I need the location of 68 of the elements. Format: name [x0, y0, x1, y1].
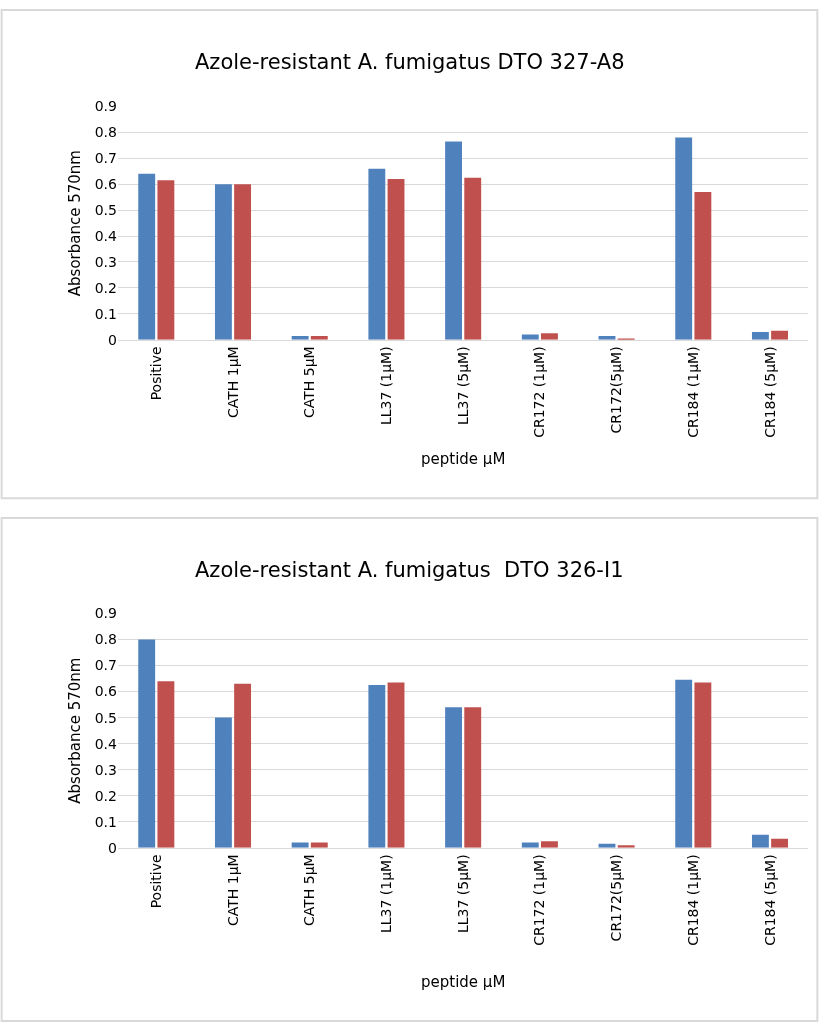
bar	[751, 331, 769, 340]
x-tick-label: LL37 (1µM)	[377, 346, 394, 426]
y-tick-label: 0.8	[94, 124, 117, 141]
bar	[751, 834, 769, 848]
bar	[387, 179, 405, 340]
x-tick-label: Positive	[147, 346, 164, 401]
bar	[214, 184, 232, 340]
x-tick-label: CATH 5µM	[301, 854, 318, 927]
y-tick-label: 0.1	[94, 813, 117, 830]
x-tick-label: CATH 1µM	[224, 854, 241, 927]
bar	[234, 683, 252, 848]
chart-title: Azole-resistant A. fumigatus DTO 326-I1	[195, 558, 624, 582]
x-tick-label: CR172 (1µM)	[531, 854, 548, 946]
bar	[694, 192, 712, 340]
bar	[387, 682, 405, 848]
y-tick-label: 0.6	[94, 683, 118, 700]
x-tick-label: Positive	[147, 854, 164, 909]
bar	[445, 707, 462, 848]
x-tick-label: CR172(5µM)	[608, 346, 625, 434]
bar	[138, 173, 156, 340]
bar	[541, 841, 558, 848]
y-axis-title: Absorbance 570nm	[65, 150, 84, 297]
bar	[368, 685, 386, 848]
y-tick-label: 0.1	[94, 305, 117, 322]
y-tick-label: 0.6	[94, 176, 118, 193]
x-tick-label: CATH 1µM	[224, 346, 241, 419]
bar	[234, 184, 252, 340]
bar	[445, 141, 462, 340]
y-axis-title: Absorbance 570nm	[65, 657, 84, 804]
x-tick-label: LL37 (5µM)	[454, 346, 471, 426]
y-tick-label: 0.5	[94, 202, 117, 219]
x-axis-title: peptide µM	[421, 450, 506, 468]
bar	[138, 639, 156, 848]
y-tick-label: 0	[108, 331, 117, 348]
y-tick-label: 0.9	[94, 98, 117, 115]
x-tick-label: CR172 (1µM)	[531, 346, 548, 438]
y-tick-label: 0.4	[94, 735, 118, 752]
x-tick-label: CATH 5µM	[301, 346, 318, 419]
bar	[464, 177, 482, 340]
bar	[675, 137, 693, 340]
bar	[541, 333, 558, 340]
y-tick-label: 0.7	[94, 150, 117, 167]
x-axis-title: peptide µM	[421, 973, 506, 991]
x-tick-label: CR184 (1µM)	[684, 854, 701, 946]
y-tick-label: 0.4	[94, 227, 118, 244]
bar	[675, 679, 693, 848]
y-tick-label: 0.9	[94, 605, 117, 622]
y-tick-label: 0.2	[94, 787, 117, 804]
bar	[214, 717, 232, 848]
x-tick-label: LL37 (5µM)	[454, 854, 471, 934]
bar	[694, 682, 712, 848]
chart-title: Azole-resistant A. fumigatus DTO 327-A8	[195, 50, 625, 74]
bar	[368, 168, 386, 340]
x-tick-label: LL37 (1µM)	[377, 854, 394, 934]
x-tick-label: CR172(5µM)	[608, 854, 625, 942]
y-tick-label: 0.8	[94, 631, 117, 648]
y-tick-label: 0.3	[94, 761, 117, 778]
x-tick-label: CR184 (5µM)	[761, 346, 778, 438]
x-tick-label: CR184 (5µM)	[761, 854, 778, 946]
y-tick-label: 0.7	[94, 657, 117, 674]
bar	[464, 707, 482, 848]
y-tick-label: 0.3	[94, 253, 117, 270]
bar	[157, 681, 175, 848]
y-tick-label: 0.2	[94, 279, 117, 296]
y-tick-label: 0	[108, 839, 117, 856]
y-tick-label: 0.5	[94, 709, 117, 726]
bar	[157, 180, 175, 340]
x-tick-label: CR184 (1µM)	[684, 346, 701, 438]
